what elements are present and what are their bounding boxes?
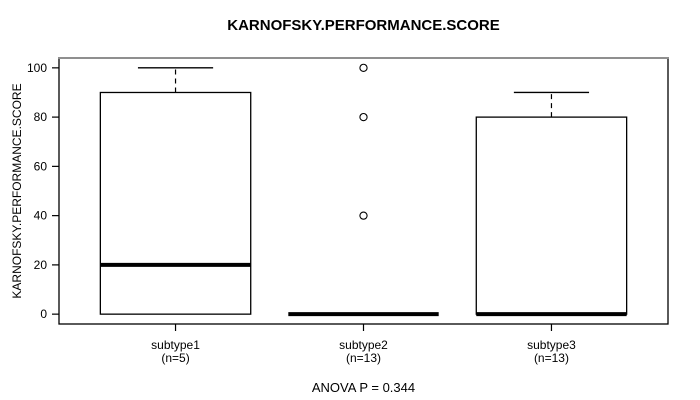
- group-sublabel: (n=13): [534, 351, 569, 365]
- y-axis-tick-label: 0: [40, 307, 47, 321]
- outlier-point: [359, 112, 368, 122]
- anova-p-annotation: ANOVA P = 0.344: [311, 380, 416, 395]
- group-sublabel: (n=13): [346, 351, 381, 365]
- group-label: subtype1: [151, 338, 200, 352]
- iqr-box: [99, 91, 252, 315]
- y-axis-tick-label: 100: [27, 61, 47, 75]
- y-axis-tick-label: 40: [34, 209, 48, 223]
- outlier-point: [359, 63, 368, 73]
- y-axis-title: KARNOFSKY.PERFORMANCE.SCORE: [10, 83, 24, 298]
- group-label: subtype2: [339, 338, 388, 352]
- outlier-point: [359, 211, 368, 220]
- y-axis-tick-label: 60: [34, 159, 48, 173]
- chart-title: KARNOFSKY.PERFORMANCE.SCORE: [227, 17, 500, 34]
- group-label: subtype3: [527, 338, 576, 352]
- group-sublabel: (n=5): [161, 351, 189, 365]
- y-axis-tick-label: 20: [34, 258, 48, 272]
- iqr-box: [475, 116, 628, 315]
- y-axis-tick-label: 80: [34, 110, 48, 124]
